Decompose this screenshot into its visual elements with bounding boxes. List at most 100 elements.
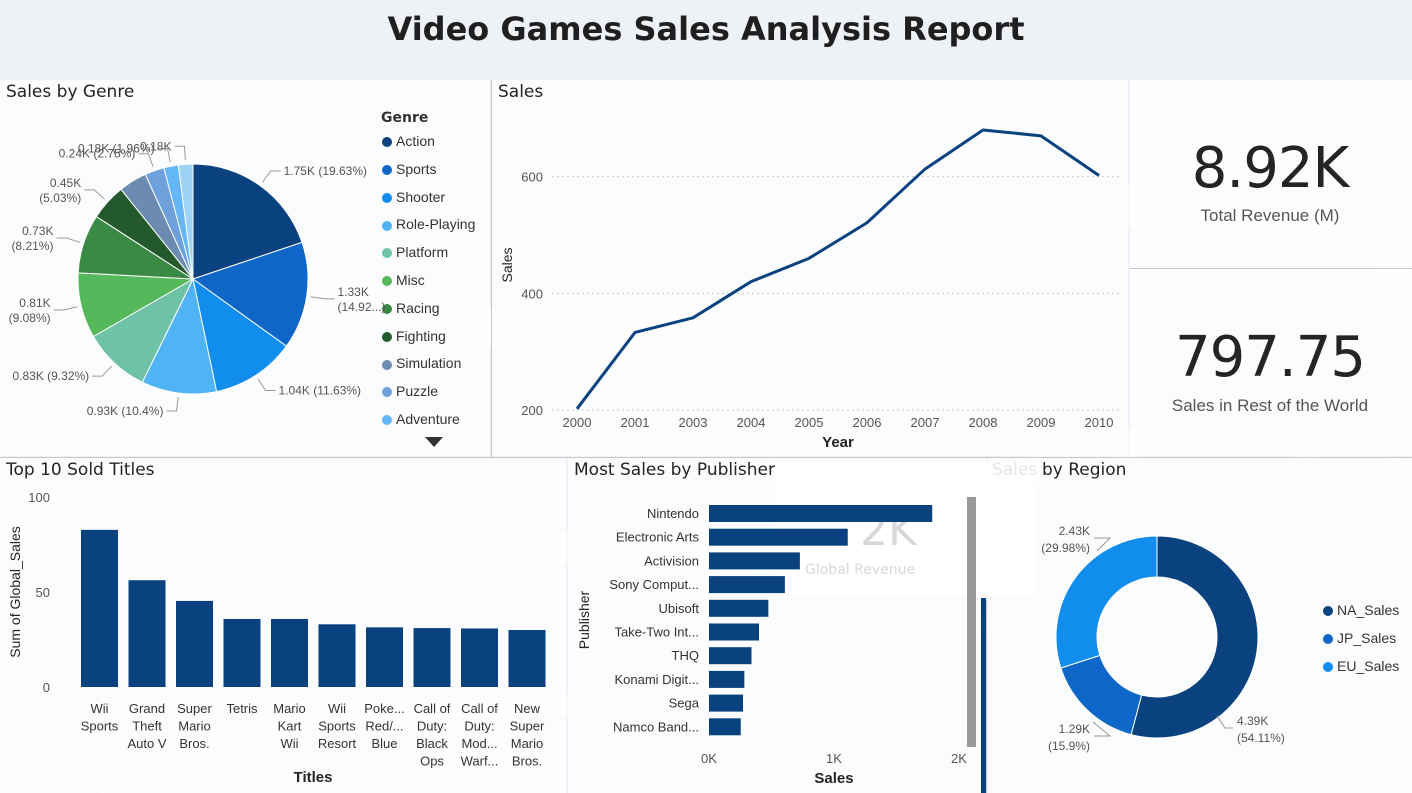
titles-bar (318, 624, 356, 687)
titles-x-tick: Auto V (127, 736, 166, 751)
titles-x-tick: Sports (81, 719, 119, 734)
kpi-total-revenue-label: Total Revenue (M) (1200, 206, 1340, 225)
region-chart-title-partial: Sales (992, 460, 1038, 480)
line-x-tick: 2008 (969, 415, 998, 430)
genre-leader-line (53, 306, 78, 311)
genre-slice (192, 163, 303, 280)
genre-leader-line (174, 145, 186, 161)
legend-label: Racing (396, 299, 440, 316)
region-legend-item[interactable]: JP_Sales (1323, 630, 1396, 646)
region-legend-item[interactable]: NA_Sales (1323, 602, 1399, 618)
titles-x-tick: Black (416, 736, 448, 751)
genre-data-label: 1.75K (19.63%) (284, 164, 367, 178)
region-divider (986, 600, 987, 793)
publisher-y-tick: Take-Two Int... (614, 625, 699, 640)
titles-x-tick: Kart (278, 719, 302, 734)
titles-x-tick: Call of (414, 701, 451, 716)
legend-dot-icon (1323, 634, 1333, 645)
genre-legend-item[interactable]: Action (382, 133, 435, 149)
genre-legend-item[interactable]: Shooter (382, 189, 445, 205)
legend-label: Platform (396, 244, 449, 261)
genre-data-label: 0.18K (140, 139, 171, 153)
sales-chart-title: Sales (498, 82, 544, 102)
genre-data-label: 0.18K (1.96%) (78, 141, 155, 155)
region-data-label: 4.39K (1237, 714, 1268, 728)
legend-label: Simulation (396, 355, 462, 372)
region-leader-line (1092, 721, 1112, 737)
titles-bar (271, 618, 308, 687)
col-divider (491, 80, 492, 457)
genre-data-label: 0.81K (19, 296, 50, 310)
genre-legend-item[interactable]: Adventure (382, 411, 460, 427)
region-slice (1055, 535, 1158, 669)
line-x-tick: 2010 (1085, 415, 1114, 430)
genre-legend-item[interactable]: Role-Playing (382, 216, 475, 232)
titles-x-tick: Super (510, 719, 545, 734)
line-x-tick: 2006 (853, 415, 882, 430)
publisher-bar (709, 505, 933, 522)
titles-x-tick: Bros. (179, 736, 209, 751)
titles-x-tick: Mario (273, 701, 306, 716)
genre-pie-chart: 1.75K (19.63%) 1.33K(14.92...) 1.04K (11.6… (9, 139, 386, 418)
genre-data-label: (14.92...) (338, 300, 386, 314)
publisher-y-tick: Namco Band... (613, 719, 699, 734)
genre-legend-item[interactable]: Puzzle (382, 383, 438, 399)
line-y-tick: 400 (521, 286, 543, 301)
publisher-y-tick: Electronic Arts (616, 530, 700, 545)
publisher-bar-chart: Nintendo Electronic Arts Activision Sony Co… (576, 505, 967, 787)
publisher-bar (709, 576, 785, 594)
genre-legend-item[interactable]: Sports (382, 161, 436, 177)
genre-legend-item[interactable]: Fighting (382, 328, 446, 344)
legend-dot-icon (382, 304, 392, 315)
titles-x-tick: Wii (328, 701, 346, 716)
line-x-tick: 2000 (563, 415, 592, 430)
genre-data-label: 0.93K (10.4%) (87, 404, 164, 418)
titles-bar (81, 529, 118, 687)
titles-x-tick: Duty: (417, 719, 447, 734)
genre-data-label: 0.73K (22, 224, 53, 238)
titles-x-tick: Poke... (364, 701, 404, 716)
publisher-bar (709, 623, 759, 641)
legend-dot-icon (382, 276, 392, 287)
titles-bar (366, 627, 403, 687)
region-data-label: 1.29K (1059, 722, 1090, 736)
legend-scroll-down-icon[interactable] (425, 437, 443, 447)
genre-data-label: (8.21%) (11, 239, 53, 253)
kpi-rest-of-world-label: Sales in Rest of the World (1171, 396, 1369, 415)
publisher-scrollbar-thumb[interactable] (967, 497, 976, 747)
genre-leader-line (310, 296, 335, 300)
legend-label: Role-Playing (396, 216, 476, 233)
genre-slice (177, 163, 194, 280)
genre-legend-item[interactable]: Platform (382, 244, 448, 260)
legend-label: Shooter (396, 188, 446, 205)
genre-data-label: (9.08%) (9, 311, 51, 325)
legend-dot-icon (382, 387, 392, 398)
region-data-label: (54.11%) (1237, 731, 1285, 745)
publisher-chart-title: Most Sales by Publisher (574, 460, 775, 480)
genre-legend-item[interactable]: Misc (382, 272, 425, 288)
publisher-y-tick: Nintendo (647, 506, 699, 521)
titles-y-tick: 0 (43, 680, 50, 695)
legend-dot-icon (382, 220, 392, 231)
legend-dot-icon (382, 248, 392, 259)
publisher-y-tick: Ubisoft (659, 601, 700, 616)
publisher-bar (709, 599, 769, 617)
genre-leader-line (138, 153, 154, 168)
kpi-divider (1130, 268, 1412, 269)
genre-legend-title: Genre (381, 110, 429, 126)
publisher-bar (709, 528, 848, 546)
legend-dot-icon (1323, 606, 1333, 617)
region-legend-item[interactable]: EU_Sales (1323, 658, 1399, 674)
genre-leader-line (92, 365, 113, 377)
publisher-y-tick: Konami Digit... (614, 672, 699, 687)
genre-slice (141, 277, 218, 395)
titles-bar (508, 630, 546, 687)
publisher-bar (709, 647, 752, 665)
genre-legend-item[interactable]: Racing (382, 300, 440, 316)
line-x-tick: 2004 (737, 415, 766, 430)
titles-x-tick: Mario (178, 719, 211, 734)
titles-x-axis-label: Titles (294, 769, 333, 786)
genre-legend-item[interactable]: Simulation (382, 355, 461, 371)
region-data-label: (29.98%) (1041, 541, 1090, 555)
legend-label: Puzzle (396, 383, 439, 400)
